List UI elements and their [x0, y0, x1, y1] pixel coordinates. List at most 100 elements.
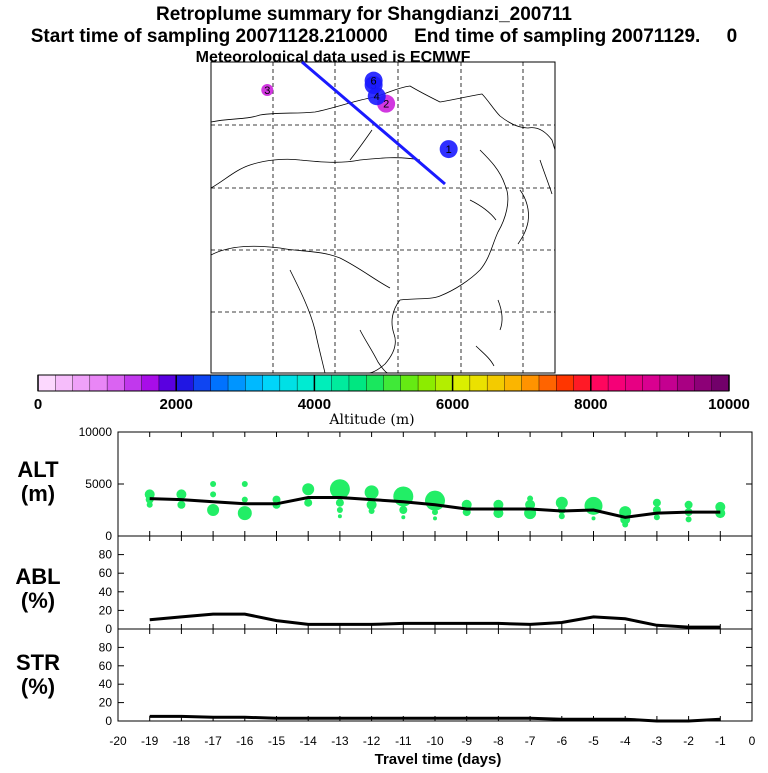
colorbar-cell: [331, 374, 350, 392]
colorbar-cell: [89, 374, 108, 392]
str-series-line: [149, 714, 721, 723]
x-tick-label: -18: [173, 734, 191, 748]
alt-scatter-point: [401, 515, 406, 520]
alt-scatter-point: [241, 496, 248, 503]
x-tick-label: -5: [588, 734, 599, 748]
map-marker-label-6: 6: [371, 76, 377, 88]
alt-scatter-point: [368, 508, 375, 515]
colorbar-cell: [573, 374, 592, 392]
alt-scatter-point: [555, 496, 568, 509]
x-tick-label: -3: [652, 734, 663, 748]
alt-scatter-point: [336, 507, 343, 513]
x-tick-label: -2: [683, 734, 694, 748]
y-tick-label: 10000: [79, 425, 113, 439]
altitude-colorbar: 0 2000 4000 6000 8000 10000 Altitude (m): [34, 374, 750, 428]
colorbar-cell: [659, 374, 678, 392]
alt-scatter-point: [558, 513, 565, 520]
colorbar-cell: [314, 374, 333, 392]
map-marker-label-3: 3: [264, 85, 270, 97]
colorbar-cell: [521, 374, 540, 392]
colorbar-cell: [417, 374, 436, 392]
y-tick-label: 40: [99, 585, 113, 599]
trajectory-line: [301, 60, 446, 186]
colorbar-cell: [469, 374, 488, 392]
x-tick-label: -6: [556, 734, 567, 748]
alt-scatter-point: [210, 491, 217, 498]
colorbar-cell: [262, 374, 281, 392]
colorbar-cell: [55, 374, 74, 392]
colorbar-cell: [210, 374, 229, 392]
map-markers: 123456: [261, 71, 458, 159]
alt-scatter-point: [146, 501, 153, 508]
colorbar-cell: [694, 374, 713, 392]
alt-scatter-point: [425, 490, 445, 511]
alt-scatter-point: [433, 516, 437, 521]
colorbar-cell: [227, 374, 246, 392]
colorbar-cell: [124, 374, 143, 392]
alt-scatter-point: [684, 500, 693, 509]
colorbar-cell: [538, 374, 557, 392]
colorbar-cell: [158, 374, 177, 392]
x-tick-label: -19: [141, 734, 159, 748]
map-marker-label-1: 1: [446, 144, 452, 156]
colorbar-cell: [486, 374, 505, 392]
colorbar-title: Altitude (m): [328, 412, 414, 428]
colorbar-cell: [711, 374, 730, 392]
alt-scatter-point: [329, 479, 350, 500]
colorbar-cell: [625, 374, 644, 392]
colorbar-tick-label: 8000: [574, 396, 607, 413]
str-label-bottom: (%): [21, 674, 55, 699]
colorbar-cell: [72, 374, 91, 392]
y-tick-label: 80: [99, 548, 113, 562]
x-tick-label: -4: [620, 734, 631, 748]
alt-scatter-point: [237, 506, 252, 521]
colorbar-cell: [106, 374, 125, 392]
x-tick-label: 0: [749, 734, 756, 748]
colorbar-cell: [452, 374, 471, 392]
colorbar-cell: [37, 374, 56, 392]
alt-scatter-point: [652, 498, 661, 507]
colorbar-cell: [245, 374, 264, 392]
colorbar-tick-label: 10000: [708, 396, 750, 413]
alt-scatter-point: [335, 498, 344, 507]
map-gridlines: [211, 62, 555, 373]
str-panel-frame: [117, 628, 753, 722]
x-tick-label: -12: [363, 734, 381, 748]
y-tick-label: 80: [99, 640, 113, 654]
colorbar-tick-label: 4000: [298, 396, 331, 413]
y-tick-label: 20: [99, 603, 113, 617]
title-line-2: Start time of sampling 20071128.210000 E…: [31, 26, 738, 47]
colorbar-cell: [193, 374, 212, 392]
x-tick-label: -1: [715, 734, 726, 748]
alt-scatter-point: [366, 499, 377, 510]
colorbar-cell: [175, 374, 194, 392]
alt-scatter-point: [207, 504, 220, 516]
map-panel: 123456: [210, 60, 556, 374]
colorbar-cell: [676, 374, 695, 392]
x-tick-label: -7: [525, 734, 536, 748]
alt-scatter-point: [304, 498, 313, 507]
abl-label-top: ABL: [15, 564, 60, 589]
abl-label-bottom: (%): [21, 588, 55, 613]
map-marker-6: [364, 71, 383, 90]
map-marker-label-4: 4: [374, 91, 380, 103]
colorbar-tick-label: 2000: [160, 396, 193, 413]
alt-scatter-point: [432, 509, 438, 516]
alt-label-bottom: (m): [21, 481, 55, 506]
colorbar-cell: [607, 374, 626, 392]
alt-scatter-point: [210, 481, 217, 487]
alt-scatter-point: [591, 516, 596, 521]
alt-scatter-point: [364, 485, 379, 500]
x-tick-label: -8: [493, 734, 504, 748]
x-tick-label: -13: [331, 734, 349, 748]
alt-scatter-point: [241, 481, 248, 487]
alt-label-top: ALT: [17, 457, 59, 482]
colorbar-cell: [141, 374, 160, 392]
x-axis-label: Travel time (days): [375, 751, 502, 768]
str-label-top: STR: [16, 650, 60, 675]
colorbar-cell: [296, 374, 315, 392]
alt-scatter-point: [622, 521, 629, 528]
y-tick-label: 0: [105, 714, 112, 728]
x-tick-label: -15: [268, 734, 286, 748]
